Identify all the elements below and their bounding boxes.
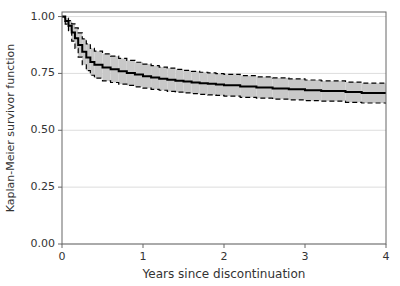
x-tick-label: 2 xyxy=(221,250,228,263)
grid xyxy=(62,17,386,244)
y-tick-label: 0.25 xyxy=(31,180,56,193)
chart: 0.00 0.25 0.50 0.75 1.00 0 1 2 3 4 Years since dis… xyxy=(0,0,400,286)
x-tick xyxy=(305,244,306,248)
survival-curve xyxy=(62,17,386,94)
y-tick-label: 0.00 xyxy=(31,237,56,250)
grid-line xyxy=(62,130,386,131)
y-tick xyxy=(58,16,62,17)
y-axis-label: Kaplan-Meier survivor function xyxy=(4,44,17,213)
plot-frame xyxy=(62,12,386,244)
ci-line xyxy=(62,17,386,85)
x-tick-label: 0 xyxy=(59,250,66,263)
x-tick-label: 3 xyxy=(302,250,309,263)
y-tick-label: 0.50 xyxy=(31,123,56,136)
y-tick-label: 0.75 xyxy=(31,66,56,79)
x-tick xyxy=(62,244,63,248)
x-tick xyxy=(386,244,387,248)
x-tick xyxy=(143,244,144,248)
grid-line xyxy=(62,16,386,17)
y-tick xyxy=(58,187,62,188)
ci-line xyxy=(62,17,386,104)
x-axis-label: Years since discontinuation xyxy=(142,267,306,281)
y-tick xyxy=(58,244,62,245)
y-tick xyxy=(58,130,62,131)
y-tick-label: 1.00 xyxy=(31,10,56,23)
plot-area xyxy=(62,12,386,244)
grid-line xyxy=(62,187,386,188)
data xyxy=(62,17,386,104)
x-tick xyxy=(224,244,225,248)
x-tick-label: 4 xyxy=(383,250,390,263)
y-tick xyxy=(58,73,62,74)
x-tick-label: 1 xyxy=(140,250,147,263)
